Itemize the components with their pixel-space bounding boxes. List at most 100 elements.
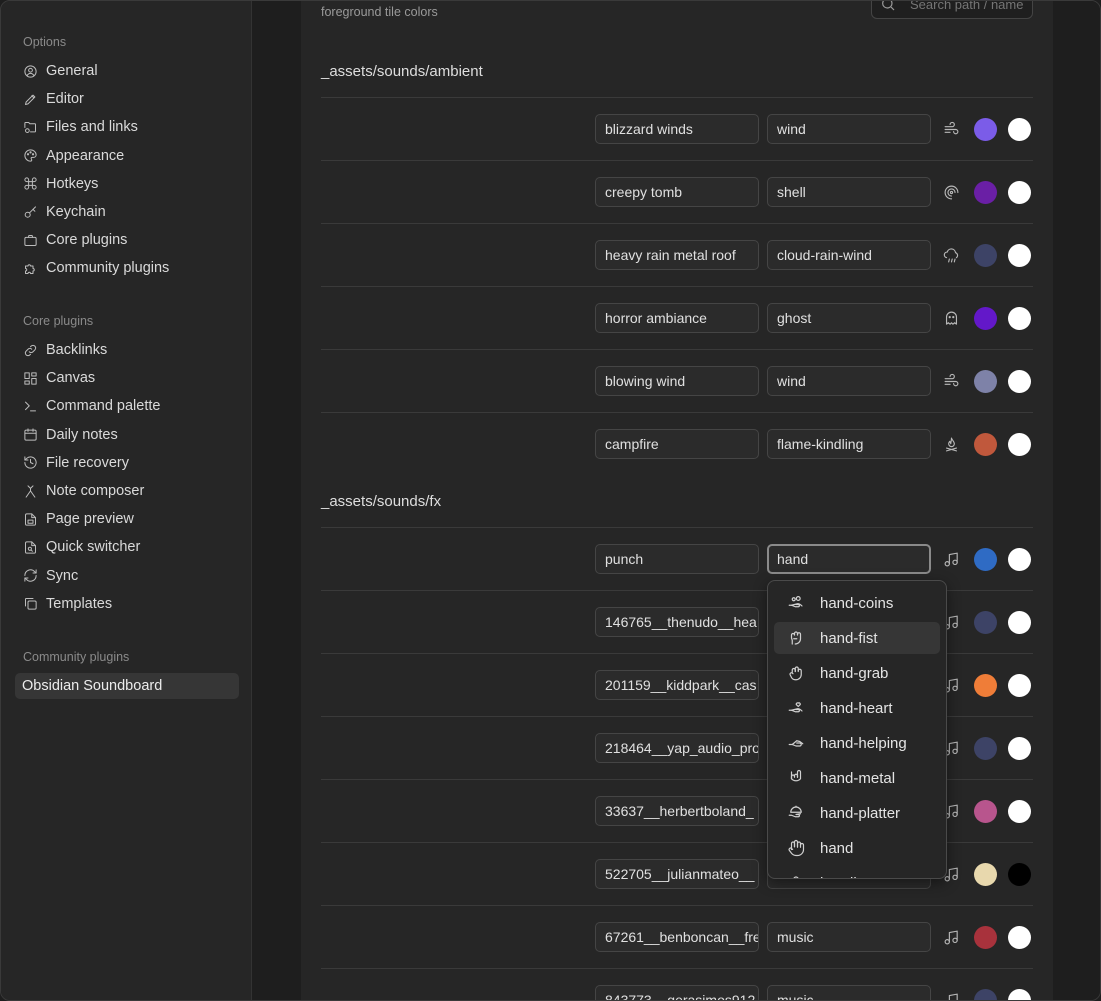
foreground-color-swatch[interactable] <box>1008 370 1031 393</box>
foreground-color-swatch[interactable] <box>1008 433 1031 456</box>
suggestion-label: hand <box>820 839 854 857</box>
sidebar-item-canvas[interactable]: Canvas <box>15 365 239 391</box>
background-color-swatch[interactable] <box>974 863 997 886</box>
sound-name-input[interactable]: blowing wind <box>595 366 759 396</box>
foreground-color-swatch[interactable] <box>1008 737 1031 760</box>
suggestion-hand-platter[interactable]: hand-platter <box>774 797 940 829</box>
icon-name-input[interactable]: ghost <box>767 303 931 333</box>
sidebar-item-community-plugins[interactable]: Community plugins <box>15 255 239 281</box>
foreground-color-swatch[interactable] <box>1008 926 1031 949</box>
search-box[interactable] <box>871 1 1033 19</box>
background-color-swatch[interactable] <box>974 370 997 393</box>
suggestion-hand[interactable]: hand <box>774 832 940 864</box>
icon-name-input[interactable]: cloud-rain-wind <box>767 240 931 270</box>
icon-name-input[interactable]: music <box>767 985 931 1000</box>
sound-name-input[interactable]: creepy tomb <box>595 177 759 207</box>
background-color-swatch[interactable] <box>974 989 997 1000</box>
search-input[interactable] <box>910 1 1030 12</box>
suggestion-hand-coins[interactable]: hand-coins <box>774 587 940 619</box>
background-color-swatch[interactable] <box>974 548 997 571</box>
background-color-swatch[interactable] <box>974 307 997 330</box>
foreground-color-swatch[interactable] <box>1008 800 1031 823</box>
sidebar-item-note-composer[interactable]: Note composer <box>15 478 239 504</box>
wind-icon <box>944 121 958 134</box>
foreground-color-swatch[interactable] <box>1008 863 1031 886</box>
background-color-swatch[interactable] <box>974 611 997 634</box>
hand-fist-icon <box>786 628 806 648</box>
foreground-color-swatch[interactable] <box>1008 989 1031 1000</box>
sidebar-item-obsidian-soundboard[interactable]: Obsidian Soundboard <box>15 673 239 699</box>
merge-icon <box>25 484 36 498</box>
sidebar-item-core-plugins[interactable]: Core plugins <box>15 227 239 253</box>
sound-name-input[interactable]: 146765__thenudo__hea <box>595 607 759 637</box>
icon-name-input[interactable]: wind <box>767 366 931 396</box>
sound-name-input[interactable]: horror ambiance <box>595 303 759 333</box>
foreground-color-swatch[interactable] <box>1008 548 1031 571</box>
sidebar-item-label: Community plugins <box>46 260 170 277</box>
foreground-color-swatch[interactable] <box>1008 244 1031 267</box>
setting-description: foreground tile colors <box>321 5 438 19</box>
icon-name-input[interactable]: hand <box>767 544 931 574</box>
key-icon <box>23 205 38 220</box>
sound-name-input[interactable]: 218464__yap_audio_pro <box>595 733 759 763</box>
suggestion-handbag[interactable]: handbag <box>774 867 940 878</box>
sidebar-item-files-and-links[interactable]: Files and links <box>15 114 239 140</box>
sidebar-item-hotkeys[interactable]: Hotkeys <box>15 171 239 197</box>
sidebar-item-appearance[interactable]: Appearance <box>15 143 239 169</box>
suggestion-label: hand-grab <box>820 664 889 682</box>
suggestion-hand-grab[interactable]: hand-grab <box>774 657 940 689</box>
sidebar-item-label: General <box>46 63 98 79</box>
suggestion-hand-heart[interactable]: hand-heart <box>774 692 940 724</box>
background-color-swatch[interactable] <box>974 674 997 697</box>
sound-name-input[interactable]: 201159__kiddpark__cas <box>595 670 759 700</box>
sidebar-item-daily-notes[interactable]: Daily notes <box>15 422 239 448</box>
icon-name-input[interactable]: flame-kindling <box>767 429 931 459</box>
suggestion-hand-fist[interactable]: hand-fist <box>774 622 940 654</box>
sidebar-item-general[interactable]: General <box>15 58 239 84</box>
foreground-color-swatch[interactable] <box>1008 611 1031 634</box>
sound-name-input[interactable]: 843773__gerasimos912 <box>595 985 759 1000</box>
suggestion-hand-metal[interactable]: hand-metal <box>774 762 940 794</box>
page-preview-icon <box>25 513 36 526</box>
background-color-swatch[interactable] <box>974 926 997 949</box>
background-color-swatch[interactable] <box>974 244 997 267</box>
hand-fist-icon <box>790 631 802 645</box>
background-color-swatch[interactable] <box>974 433 997 456</box>
icon-name-input[interactable]: wind <box>767 114 931 144</box>
wind-icon <box>942 120 960 138</box>
page-preview-icon <box>23 512 38 527</box>
sound-name-input[interactable]: 522705__julianmateo__ <box>595 859 759 889</box>
foreground-color-swatch[interactable] <box>1008 307 1031 330</box>
foreground-color-swatch[interactable] <box>1008 674 1031 697</box>
sound-name-input[interactable]: punch <box>595 544 759 574</box>
suggestion-hand-helping[interactable]: hand-helping <box>774 727 940 759</box>
sidebar-item-command-palette[interactable]: Command palette <box>15 393 239 419</box>
sidebar-item-sync[interactable]: Sync <box>15 563 239 589</box>
foreground-color-swatch[interactable] <box>1008 181 1031 204</box>
layout-dashboard-icon <box>24 372 37 385</box>
background-color-swatch[interactable] <box>974 737 997 760</box>
sound-name-input[interactable]: blizzard winds <box>595 114 759 144</box>
sidebar-item-editor[interactable]: Editor <box>15 86 239 112</box>
music-icon <box>944 552 958 566</box>
sidebar-item-label: Obsidian Soundboard <box>22 678 163 694</box>
sidebar-item-keychain[interactable]: Keychain <box>15 199 239 225</box>
sound-name-input[interactable]: campfire <box>595 429 759 459</box>
refresh-icon <box>24 569 37 582</box>
foreground-color-swatch[interactable] <box>1008 118 1031 141</box>
background-color-swatch[interactable] <box>974 800 997 823</box>
sidebar-item-backlinks[interactable]: Backlinks <box>15 337 239 363</box>
icon-name-input[interactable]: music <box>767 922 931 952</box>
background-color-swatch[interactable] <box>974 118 997 141</box>
sidebar-item-quick-switcher[interactable]: Quick switcher <box>15 534 239 560</box>
sound-name-input[interactable]: 33637__herbertboland_ <box>595 796 759 826</box>
background-color-swatch[interactable] <box>974 181 997 204</box>
sound-name-input[interactable]: 67261__benboncan__fre <box>595 922 759 952</box>
sidebar-item-templates[interactable]: Templates <box>15 591 239 617</box>
sidebar-item-page-preview[interactable]: Page preview <box>15 506 239 532</box>
icon-name-input[interactable]: shell <box>767 177 931 207</box>
sidebar-item-file-recovery[interactable]: File recovery <box>15 450 239 476</box>
sound-name-input[interactable]: heavy rain metal roof <box>595 240 759 270</box>
briefcase-icon <box>23 233 38 248</box>
sidebar-item-label: Files and links <box>46 119 138 136</box>
